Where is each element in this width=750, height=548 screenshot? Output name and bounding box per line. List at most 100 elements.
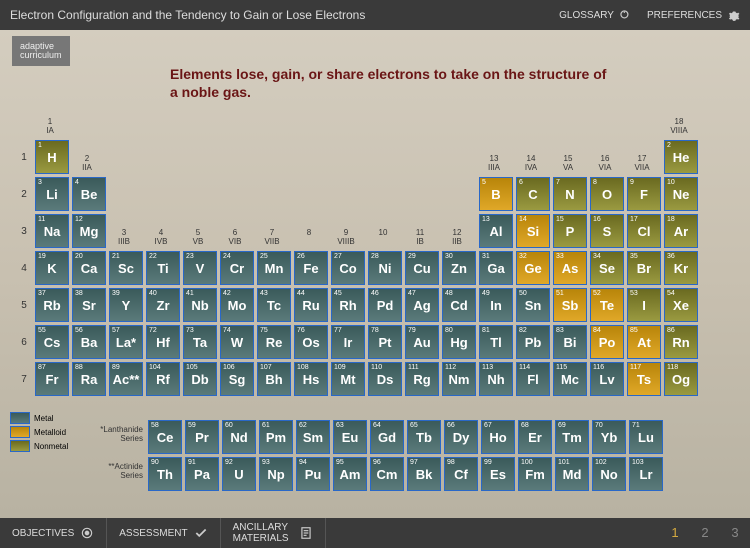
element-Og[interactable]: 118Og — [664, 362, 698, 396]
element-Au[interactable]: 79Au — [405, 325, 439, 359]
element-Kr[interactable]: 36Kr — [664, 251, 698, 285]
element-As[interactable]: 33As — [553, 251, 587, 285]
element-Th[interactable]: 90Th — [148, 457, 182, 491]
element-Cu[interactable]: 29Cu — [405, 251, 439, 285]
element-Hf[interactable]: 72Hf — [146, 325, 180, 359]
element-P[interactable]: 15P — [553, 214, 587, 248]
element-Cr[interactable]: 24Cr — [220, 251, 254, 285]
element-In[interactable]: 49In — [479, 288, 513, 322]
element-N[interactable]: 7N — [553, 177, 587, 211]
element-Lu[interactable]: 71Lu — [629, 420, 663, 454]
element-K[interactable]: 19K — [35, 251, 69, 285]
element-Bi[interactable]: 83Bi — [553, 325, 587, 359]
element-Si[interactable]: 14Si — [516, 214, 550, 248]
element-Na[interactable]: 11Na — [35, 214, 69, 248]
element-Sc[interactable]: 21Sc — [109, 251, 143, 285]
ancillary-button[interactable]: ANCILLARY MATERIALS — [221, 518, 326, 548]
element-Re[interactable]: 75Re — [257, 325, 291, 359]
element-Sb[interactable]: 51Sb — [553, 288, 587, 322]
element-Eu[interactable]: 63Eu — [333, 420, 367, 454]
element-Nh[interactable]: 113Nh — [479, 362, 513, 396]
element-Ce[interactable]: 58Ce — [148, 420, 182, 454]
element-Se[interactable]: 34Se — [590, 251, 624, 285]
element-Bh[interactable]: 107Bh — [257, 362, 291, 396]
element-Pm[interactable]: 61Pm — [259, 420, 293, 454]
element-Mo[interactable]: 42Mo — [220, 288, 254, 322]
element-Tb[interactable]: 65Tb — [407, 420, 441, 454]
element-Rg[interactable]: 111Rg — [405, 362, 439, 396]
element-Mg[interactable]: 12Mg — [72, 214, 106, 248]
element-Cf[interactable]: 98Cf — [444, 457, 478, 491]
element-Br[interactable]: 35Br — [627, 251, 661, 285]
element-Ni[interactable]: 28Ni — [368, 251, 402, 285]
element-Sg[interactable]: 106Sg — [220, 362, 254, 396]
element-Tc[interactable]: 43Tc — [257, 288, 291, 322]
element-Hs[interactable]: 108Hs — [294, 362, 328, 396]
element-La*[interactable]: 57La* — [109, 325, 143, 359]
element-Fm[interactable]: 100Fm — [518, 457, 552, 491]
element-Yb[interactable]: 70Yb — [592, 420, 626, 454]
page-1[interactable]: 1 — [660, 518, 690, 548]
element-W[interactable]: 74W — [220, 325, 254, 359]
element-Fl[interactable]: 114Fl — [516, 362, 550, 396]
element-U[interactable]: 92U — [222, 457, 256, 491]
element-Mn[interactable]: 25Mn — [257, 251, 291, 285]
element-Ca[interactable]: 20Ca — [72, 251, 106, 285]
objectives-button[interactable]: OBJECTIVES — [0, 518, 107, 548]
element-Hg[interactable]: 80Hg — [442, 325, 476, 359]
element-Lr[interactable]: 103Lr — [629, 457, 663, 491]
element-Db[interactable]: 105Db — [183, 362, 217, 396]
element-Y[interactable]: 39Y — [109, 288, 143, 322]
element-Pr[interactable]: 59Pr — [185, 420, 219, 454]
element-Fe[interactable]: 26Fe — [294, 251, 328, 285]
element-Os[interactable]: 76Os — [294, 325, 328, 359]
element-I[interactable]: 53I — [627, 288, 661, 322]
page-2[interactable]: 2 — [690, 518, 720, 548]
element-Ne[interactable]: 10Ne — [664, 177, 698, 211]
element-Pd[interactable]: 46Pd — [368, 288, 402, 322]
element-Tl[interactable]: 81Tl — [479, 325, 513, 359]
element-Ge[interactable]: 32Ge — [516, 251, 550, 285]
element-Ds[interactable]: 110Ds — [368, 362, 402, 396]
element-Nd[interactable]: 60Nd — [222, 420, 256, 454]
element-Cl[interactable]: 17Cl — [627, 214, 661, 248]
element-Pu[interactable]: 94Pu — [296, 457, 330, 491]
element-Ar[interactable]: 18Ar — [664, 214, 698, 248]
element-Mt[interactable]: 109Mt — [331, 362, 365, 396]
element-Nb[interactable]: 41Nb — [183, 288, 217, 322]
assessment-button[interactable]: ASSESSMENT — [107, 518, 220, 548]
element-F[interactable]: 9F — [627, 177, 661, 211]
element-Er[interactable]: 68Er — [518, 420, 552, 454]
element-Cd[interactable]: 48Cd — [442, 288, 476, 322]
element-Mc[interactable]: 115Mc — [553, 362, 587, 396]
element-H[interactable]: 1H — [35, 140, 69, 174]
element-Md[interactable]: 101Md — [555, 457, 589, 491]
element-Zn[interactable]: 30Zn — [442, 251, 476, 285]
element-Dy[interactable]: 66Dy — [444, 420, 478, 454]
element-Al[interactable]: 13Al — [479, 214, 513, 248]
element-Ts[interactable]: 117Ts — [627, 362, 661, 396]
element-Ba[interactable]: 56Ba — [72, 325, 106, 359]
element-Gd[interactable]: 64Gd — [370, 420, 404, 454]
preferences-link[interactable]: PREFERENCES — [647, 8, 740, 22]
element-Sm[interactable]: 62Sm — [296, 420, 330, 454]
element-Rn[interactable]: 86Rn — [664, 325, 698, 359]
element-Ti[interactable]: 22Ti — [146, 251, 180, 285]
element-Np[interactable]: 93Np — [259, 457, 293, 491]
element-Ra[interactable]: 88Ra — [72, 362, 106, 396]
element-Ir[interactable]: 77Ir — [331, 325, 365, 359]
element-Fr[interactable]: 87Fr — [35, 362, 69, 396]
element-Pb[interactable]: 82Pb — [516, 325, 550, 359]
element-Sn[interactable]: 50Sn — [516, 288, 550, 322]
element-Cs[interactable]: 55Cs — [35, 325, 69, 359]
element-Es[interactable]: 99Es — [481, 457, 515, 491]
element-Ag[interactable]: 47Ag — [405, 288, 439, 322]
element-O[interactable]: 8O — [590, 177, 624, 211]
element-Te[interactable]: 52Te — [590, 288, 624, 322]
element-He[interactable]: 2He — [664, 140, 698, 174]
element-Ho[interactable]: 67Ho — [481, 420, 515, 454]
element-Pa[interactable]: 91Pa — [185, 457, 219, 491]
element-Ta[interactable]: 73Ta — [183, 325, 217, 359]
element-Ac**[interactable]: 89Ac** — [109, 362, 143, 396]
element-Cm[interactable]: 96Cm — [370, 457, 404, 491]
